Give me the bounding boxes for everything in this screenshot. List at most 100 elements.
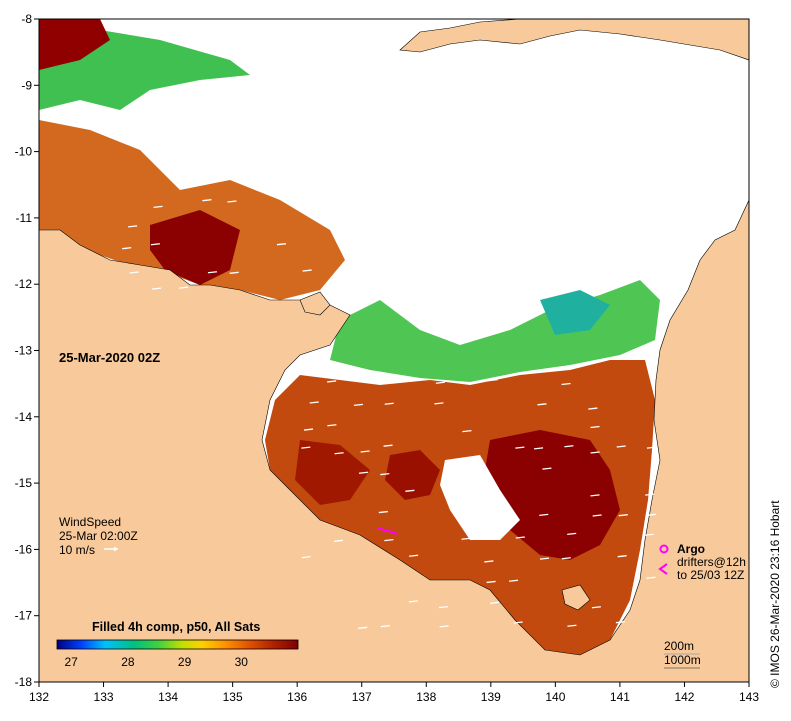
wind-arrow (484, 560, 494, 563)
wind-arrow (438, 605, 448, 609)
wind-arrow (513, 621, 523, 624)
wind-arrow (591, 606, 601, 609)
lon-tick-label: 143 (739, 690, 759, 704)
sst-nw-hot (39, 19, 110, 70)
wind-arrow (333, 539, 343, 542)
groote-eylandt-island (299, 291, 331, 316)
sst-hot-southwest (295, 440, 370, 505)
argo-legend-title: Argo (677, 542, 705, 556)
sst-hot-west (385, 450, 440, 500)
wind-arrow (616, 445, 626, 448)
wind-arrow (301, 555, 311, 559)
wind-arrow (542, 467, 552, 470)
wind-arrow (380, 625, 390, 628)
lon-tick-label: 136 (287, 690, 307, 704)
wind-arrow (508, 579, 519, 582)
wind-arrow (567, 624, 577, 627)
wind-arrow (309, 401, 319, 404)
sst-nodata-inner (440, 455, 520, 540)
latitude-axis: -8 -9 -10 -11 -12 -13 -14 -15 -16 -17 -18 (15, 12, 39, 689)
wind-arrow (128, 225, 138, 228)
wind-arrow (644, 533, 654, 536)
wind-arrow (646, 513, 656, 516)
wind-arrow (615, 621, 625, 624)
wind-arrow (646, 576, 656, 579)
new-guinea-coast (399, 19, 749, 61)
wind-arrow (561, 382, 571, 386)
colorbar-tick-label: 28 (121, 655, 135, 669)
wind-arrow (435, 381, 445, 384)
wind-vectors (122, 199, 657, 629)
wind-arrow (327, 424, 337, 427)
colorbar-tick-label: 30 (235, 655, 249, 669)
wind-arrow (539, 513, 549, 517)
lon-tick-label: 141 (610, 690, 630, 704)
wind-arrow (592, 514, 602, 517)
wind-arrow (378, 510, 388, 514)
lon-tick-label: 134 (158, 690, 178, 704)
wind-arrow (645, 493, 655, 496)
wind-arrow (561, 557, 571, 560)
wellesley-island (561, 584, 591, 611)
lat-tick-label: -16 (15, 542, 33, 556)
isobath-200m-label: 200m (664, 639, 694, 653)
wind-arrow (489, 601, 500, 604)
wind-arrow (202, 199, 212, 202)
wind-arrow (456, 491, 466, 494)
wind-arrow (486, 513, 496, 516)
date-label: 25-Mar-2020 02Z (59, 350, 160, 365)
wind-arrow (564, 445, 574, 448)
map-area (39, 19, 749, 682)
wind-arrow (227, 200, 237, 203)
drifter-arrow-icon (658, 563, 668, 575)
wind-arrow (462, 429, 472, 433)
sst-hot-core (485, 430, 620, 560)
lat-tick-label: -18 (15, 675, 33, 689)
lon-tick-label: 138 (416, 690, 436, 704)
wind-arrow (439, 625, 449, 628)
wind-arrow (151, 287, 162, 290)
wind-arrow (539, 557, 550, 560)
sst-cyan-patches (540, 290, 610, 335)
lon-tick-label: 139 (481, 690, 501, 704)
wind-arrow (303, 428, 314, 431)
lat-tick-label: -10 (15, 145, 33, 159)
lon-tick-label: 142 (674, 690, 694, 704)
imos-credit: © IMOS 26-Mar-2020 23:16 Hobart (768, 500, 782, 688)
isobath-1000m-label: 1000m (664, 653, 701, 667)
lat-tick-label: -9 (21, 78, 32, 92)
argo-float-icon (659, 544, 669, 554)
colorbar-tick-label: 29 (178, 655, 192, 669)
wind-arrow (434, 402, 444, 405)
lon-tick-label: 140 (545, 690, 565, 704)
wind-arrow (207, 271, 218, 274)
longitude-axis: 132 133 134 135 136 137 138 139 140 141 142 143 (29, 682, 759, 704)
wind-arrow (358, 626, 368, 629)
gulf-east-coast (39, 199, 749, 682)
wind-arrow (383, 444, 393, 447)
wind-arrow (515, 536, 525, 539)
lon-tick-label: 135 (223, 690, 243, 704)
argo-legend-line2: to 25/03 12Z (677, 568, 744, 582)
wind-arrow (301, 446, 311, 449)
wind-arrow (153, 205, 163, 209)
lat-tick-label: -11 (16, 211, 33, 225)
wind-arrow (408, 600, 418, 603)
lat-tick-label: -14 (15, 410, 33, 424)
wind-arrow (353, 403, 363, 406)
wind-arrow (537, 403, 547, 406)
wind-arrow (150, 243, 160, 246)
lat-tick-label: -17 (15, 609, 33, 623)
wind-arrow (129, 271, 139, 274)
wind-arrow (567, 532, 577, 536)
wind-arrow (618, 514, 628, 517)
wind-arrow (380, 472, 390, 476)
sst-west-hot (150, 210, 240, 285)
wind-arrow (486, 580, 496, 584)
lat-tick-label: -13 (15, 344, 33, 358)
wind-arrow (590, 494, 600, 497)
argo-legend-line1: drifters@12h (677, 555, 746, 569)
wind-arrow (384, 538, 394, 542)
